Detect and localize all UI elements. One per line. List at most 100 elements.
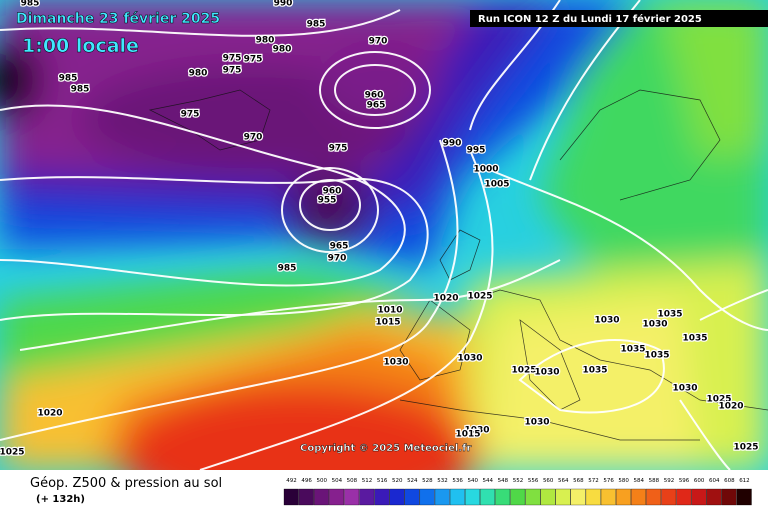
colorbar-swatch <box>434 488 450 506</box>
isobar-label: 975 <box>329 144 348 154</box>
footer-lead: (+ 132h) <box>36 494 85 505</box>
colorbar-label: 548 <box>498 478 509 484</box>
isobar-label: 1015 <box>375 318 400 328</box>
colorbar-swatch <box>540 488 556 506</box>
colorbar-label: 596 <box>679 478 690 484</box>
time: 1:00 locale <box>22 35 139 57</box>
colorbar-swatch <box>419 488 435 506</box>
isobar-label: 1030 <box>457 354 482 364</box>
isobar-label: 1035 <box>620 345 645 355</box>
isobar-label: 1005 <box>484 180 509 190</box>
colorbar-label: 592 <box>664 478 675 484</box>
isobar-label: 965 <box>330 242 349 252</box>
isobar-label: 1020 <box>37 409 62 419</box>
isobar-label: 1030 <box>383 358 408 368</box>
colorbar-swatch <box>314 488 329 506</box>
isobar-label: 995 <box>467 146 486 156</box>
isobar-label: 1030 <box>672 384 697 394</box>
isobar-label: 1030 <box>594 316 619 326</box>
isobar-label: 975 <box>223 54 242 64</box>
colorbar-swatch <box>615 488 631 506</box>
colorbar-label: 500 <box>316 478 327 484</box>
isobar-label: 980 <box>256 36 275 46</box>
colorbar-swatch <box>691 488 707 506</box>
isobar-label: 985 <box>59 74 78 84</box>
isobar-label: 1020 <box>433 294 458 304</box>
isobar-label: 1000 <box>473 165 498 175</box>
isobar-label: 985 <box>71 85 90 95</box>
colorbar-label: 540 <box>467 478 478 484</box>
colorbar-label: 524 <box>407 478 418 484</box>
colorbar-label: 552 <box>513 478 524 484</box>
isobar-label: 975 <box>244 55 263 65</box>
colorbar-label: 520 <box>392 478 403 484</box>
colorbar-label: 588 <box>649 478 660 484</box>
isobar-label: 955 <box>318 196 337 206</box>
run-box <box>470 10 768 27</box>
isobar-label: 985 <box>307 20 326 30</box>
isobar-label: 1035 <box>582 366 607 376</box>
colorbar-label: 544 <box>483 478 494 484</box>
colorbar-label: 560 <box>543 478 554 484</box>
isobar-label: 1025 <box>511 366 536 376</box>
colorbar-swatch <box>585 488 601 506</box>
colorbar-swatch <box>510 488 526 506</box>
isobar-label: 1020 <box>718 402 743 412</box>
colorbar-swatch <box>283 488 299 506</box>
isobar-label: 1035 <box>644 351 669 361</box>
colorbar-label: 576 <box>603 478 614 484</box>
colorbar-label: 532 <box>437 478 448 484</box>
colorbar-swatch <box>736 488 752 506</box>
colorbar-label: 496 <box>301 478 312 484</box>
colorbar-swatch <box>344 488 360 506</box>
colorbar-label: 568 <box>573 478 584 484</box>
colorbar-swatch <box>329 488 345 506</box>
colorbar-label: 504 <box>332 478 343 484</box>
isobar-label: 1030 <box>464 426 489 436</box>
colorbar-label: 528 <box>422 478 433 484</box>
footer-title: Géop. Z500 & pression au sol <box>30 476 222 491</box>
colorbar-label: 604 <box>709 478 720 484</box>
isobar-label: 975 <box>223 66 242 76</box>
isobar-label: 1030 <box>642 320 667 330</box>
colorbar-swatch <box>449 488 465 506</box>
colorbar-label: 556 <box>528 478 539 484</box>
colorbar-label: 564 <box>558 478 569 484</box>
isobar-label: 980 <box>189 69 208 79</box>
colorbar-swatch <box>721 488 737 506</box>
colorbar-label: 512 <box>362 478 373 484</box>
isobar-label: 1025 <box>467 292 492 302</box>
isobar-label: 1025 <box>733 443 758 453</box>
colorbar-swatch <box>495 488 511 506</box>
isobar-label: 1030 <box>524 418 549 428</box>
colorbar-swatch <box>404 488 420 506</box>
colorbar-label: 600 <box>694 478 705 484</box>
colorbar-label: 492 <box>286 478 297 484</box>
colorbar-label: 612 <box>739 478 750 484</box>
run-info: Run ICON 12 Z du Lundi 17 février 2025 <box>478 13 702 25</box>
colorbar-label: 572 <box>588 478 599 484</box>
colorbar-swatch <box>676 488 692 506</box>
colorbar-label: 580 <box>618 478 629 484</box>
colorbar-swatch <box>298 488 314 506</box>
isobar-label: 970 <box>244 133 263 143</box>
colorbar: 492 496 500 504 508 512 516 520 524 528 532 536 540 5… <box>283 478 752 506</box>
isobar-label: 960 <box>365 91 384 101</box>
colorbar-swatch <box>389 488 405 506</box>
isobar-label: 970 <box>328 254 347 264</box>
isobar-label: 1010 <box>377 306 402 316</box>
isobar-label: 1035 <box>682 334 707 344</box>
colorbar-swatch <box>706 488 722 506</box>
colorbar-swatch <box>359 488 375 506</box>
isobar-label: 985 <box>21 0 40 9</box>
colorbar-swatch <box>555 488 571 506</box>
colorbar-label: 508 <box>347 478 358 484</box>
isobar-label: 1025 <box>0 448 25 458</box>
copyright: Copyright © 2025 Meteociel.fr <box>300 443 471 454</box>
colorbar-label: 536 <box>452 478 463 484</box>
colorbar-swatch <box>646 488 662 506</box>
